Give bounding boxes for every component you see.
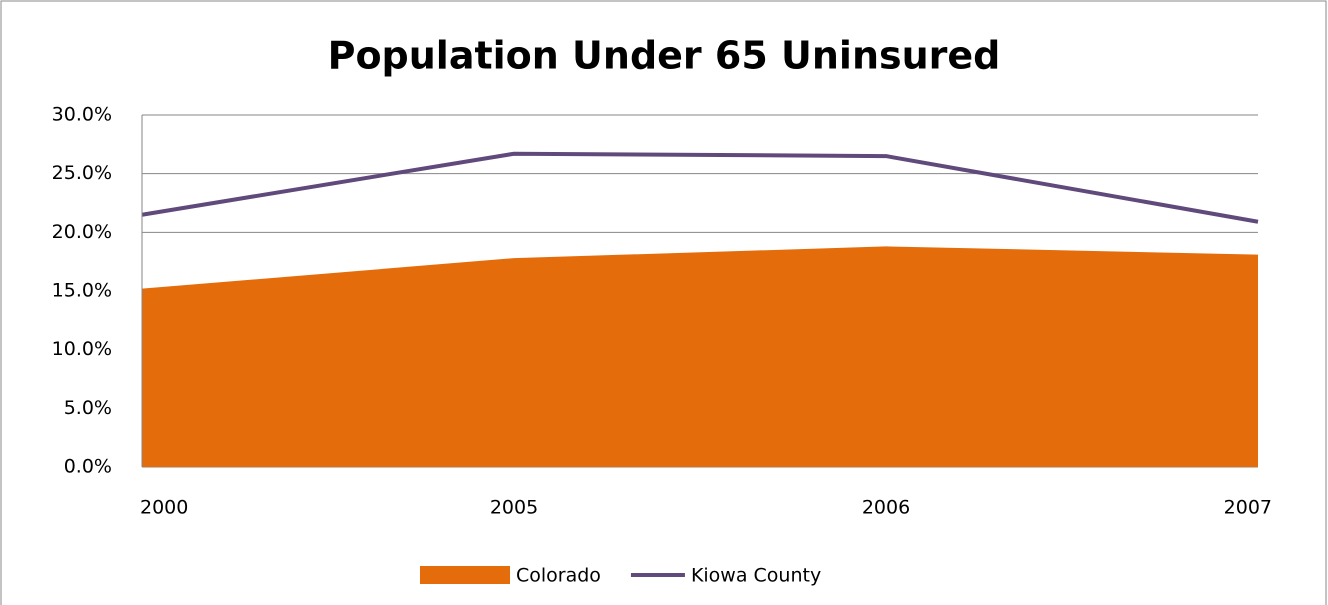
y-tick-label: 25.0% xyxy=(52,162,112,184)
x-tick-label: 2005 xyxy=(490,497,538,519)
x-tick-label: 2006 xyxy=(862,497,910,519)
legend-swatch xyxy=(420,566,510,584)
legend-label: Colorado xyxy=(516,565,601,587)
y-tick-label: 0.0% xyxy=(64,456,112,478)
x-tick-label: 2000 xyxy=(140,497,188,519)
y-tick-label: 30.0% xyxy=(52,104,112,126)
y-tick-label: 15.0% xyxy=(52,280,112,302)
y-tick-label: 5.0% xyxy=(64,397,112,419)
y-tick-label: 20.0% xyxy=(52,221,112,243)
chart-title: Population Under 65 Uninsured xyxy=(328,34,1001,78)
area xyxy=(142,246,1258,467)
y-tick-label: 10.0% xyxy=(52,338,112,360)
line xyxy=(141,151,1259,224)
legend-label: Kiowa County xyxy=(691,565,821,587)
x-tick-label: 2007 xyxy=(1224,497,1272,519)
